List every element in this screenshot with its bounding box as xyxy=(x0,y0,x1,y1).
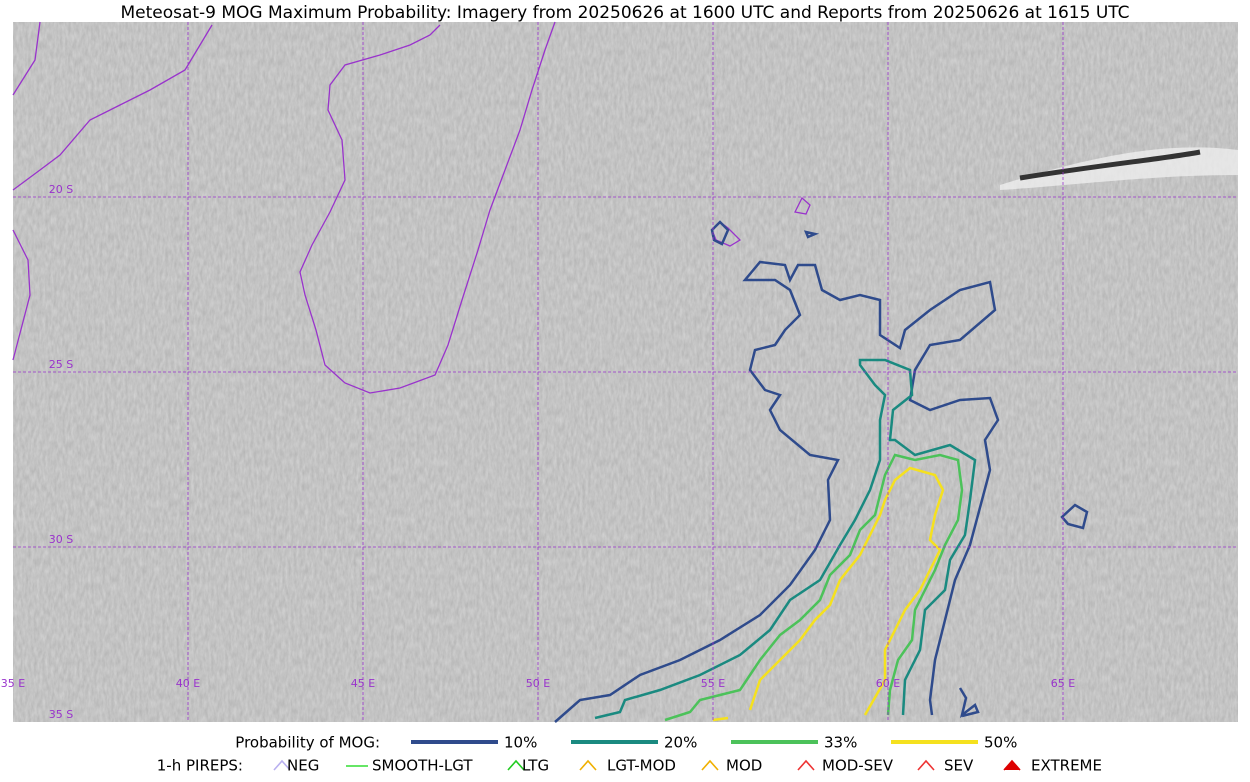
legend-entry: SEV xyxy=(944,757,974,775)
pirep-symbol xyxy=(1003,759,1021,771)
lon-label: 35 E xyxy=(1,677,25,690)
contour-20 xyxy=(594,358,977,720)
title: Meteosat-9 MOG Maximum Probability: Imag… xyxy=(120,3,1129,23)
pirep-symbol xyxy=(797,759,815,771)
legend-entry: MOD xyxy=(726,757,762,775)
pirep-symbol xyxy=(273,759,291,771)
lat-label: 25 S xyxy=(49,358,73,371)
legend-label: Probability of MOG: xyxy=(235,734,380,752)
lon-label: 45 E xyxy=(351,677,375,690)
pirep-symbol xyxy=(507,759,525,771)
legend-entry: 10% xyxy=(504,734,537,752)
lon-label: 55 E xyxy=(701,677,725,690)
lon-label: 50 E xyxy=(526,677,550,690)
legend: Probability of MOG: 10% 20% 33% 50% 1-h PIREP… xyxy=(157,734,1102,775)
contour-33 xyxy=(664,453,964,722)
pirep-symbol xyxy=(579,759,597,771)
pirep-symbol xyxy=(701,759,719,771)
contours xyxy=(554,220,1089,723)
pirep-symbol xyxy=(917,759,935,771)
legend-entry: 20% xyxy=(664,734,697,752)
legend-entry: MOD-SEV xyxy=(822,757,894,775)
lon-label: 60 E xyxy=(876,677,900,690)
coastline xyxy=(12,21,811,394)
legend-entry: LTG xyxy=(522,757,549,775)
lat-label: 30 S xyxy=(49,533,73,546)
map: 20 S 25 S 30 S 35 S 35 E 40 E 45 E 50 E 55 E 60 E… xyxy=(1,21,1238,723)
legend-entry: 33% xyxy=(824,734,857,752)
legend-entry: LGT-MOD xyxy=(607,757,676,775)
legend-label: 1-h PIREPS: xyxy=(157,757,243,775)
contour-10 xyxy=(554,220,1089,723)
lat-label: 35 S xyxy=(49,708,73,721)
lon-label: 65 E xyxy=(1051,677,1075,690)
lon-label: 40 E xyxy=(176,677,200,690)
legend-entry: EXTREME xyxy=(1031,757,1102,775)
legend-entry: NEG xyxy=(287,757,319,775)
legend-entry: SMOOTH-LGT xyxy=(372,757,473,775)
graticule: 20 S 25 S 30 S 35 S 35 E 40 E 45 E 50 E 55 E 60 E… xyxy=(1,22,1238,722)
cloud-shadow xyxy=(1019,149,1201,181)
legend-entry: 50% xyxy=(984,734,1017,752)
lat-label: 20 S xyxy=(49,183,73,196)
contour-50 xyxy=(712,466,945,722)
